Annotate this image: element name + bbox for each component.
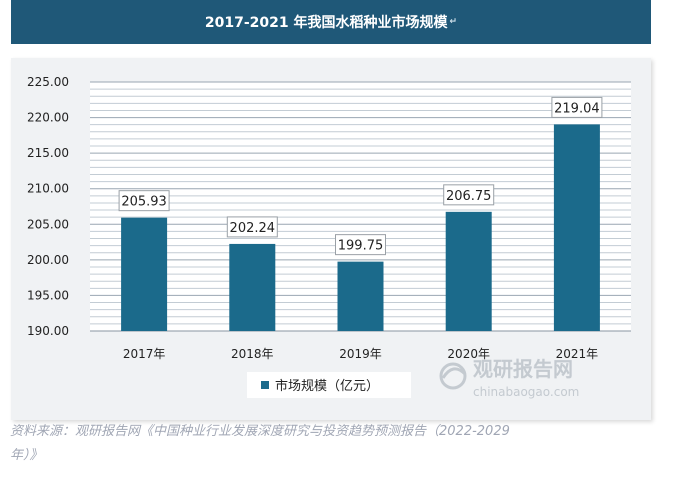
x-tick-label: 2020年: [447, 347, 490, 361]
y-tick-label: 225.00: [27, 75, 69, 89]
x-axis: 2017年 2018年 2019年 2020年 2021年: [123, 347, 598, 361]
x-tick-label: 2019年: [339, 347, 382, 361]
watermark-url: chinabaogao.com: [473, 385, 579, 399]
y-tick-label: 205.00: [27, 217, 69, 231]
data-label: 206.75: [446, 189, 492, 204]
data-label-box: [443, 184, 495, 206]
data-label: 219.04: [554, 101, 600, 116]
source-note-continued: 年）》: [10, 448, 43, 463]
bar: [337, 261, 384, 331]
chart-panel: 190.00 195.00 200.00 205.00 210.00 215.00 220.…: [11, 58, 651, 420]
watermark-name: 观研报告网: [473, 357, 573, 381]
y-tick-label: 215.00: [27, 146, 69, 160]
watermark: 观研报告网 chinabaogao.com: [439, 357, 579, 399]
legend-label: 市场规模（亿元）: [275, 378, 379, 394]
source-note: 资料来源：观研报告网《中国种业行业发展深度研究与投资趋势预测报告（2022-20…: [10, 424, 510, 439]
x-tick-label: 2021年: [556, 347, 599, 361]
bar-chart: 190.00 195.00 200.00 205.00 210.00 215.00 220.…: [27, 75, 631, 399]
y-axis: 190.00 195.00 200.00 205.00 210.00 215.00 220.…: [27, 75, 631, 338]
data-label: 205.93: [121, 195, 167, 210]
data-label-box: [118, 190, 170, 212]
y-tick-label: 220.00: [27, 111, 69, 125]
paragraph-mark-icon: ↵: [449, 17, 458, 27]
y-tick-label: 190.00: [27, 324, 69, 338]
bar: [445, 211, 492, 331]
data-label: 202.24: [230, 221, 276, 236]
legend: 市场规模（亿元）: [247, 372, 411, 398]
x-tick-label: 2017年: [123, 347, 166, 361]
x-tick-label: 2018年: [231, 347, 274, 361]
data-label: 199.75: [338, 239, 384, 254]
watermark-swoosh-icon: [441, 367, 467, 379]
data-label-box: [335, 234, 386, 256]
y-tick-label: 200.00: [27, 253, 69, 267]
chart-title-bar: 2017-2021 年我国水稻种业市场规模 ↵: [11, 0, 651, 44]
watermark-logo-icon: [439, 362, 467, 390]
bars: 205.93 202.24 199.75 206.75 219.04: [118, 96, 603, 331]
data-label-box: [551, 96, 603, 118]
y-tick-label: 195.00: [27, 288, 69, 302]
bar: [229, 243, 276, 331]
data-label-box: [226, 216, 278, 238]
legend-swatch: [261, 381, 269, 389]
y-tick-label: 210.00: [27, 182, 69, 196]
bar: [553, 124, 600, 331]
bar: [121, 217, 168, 331]
chart-title: 2017-2021 年我国水稻种业市场规模: [204, 15, 448, 31]
legend-box: [247, 372, 411, 398]
